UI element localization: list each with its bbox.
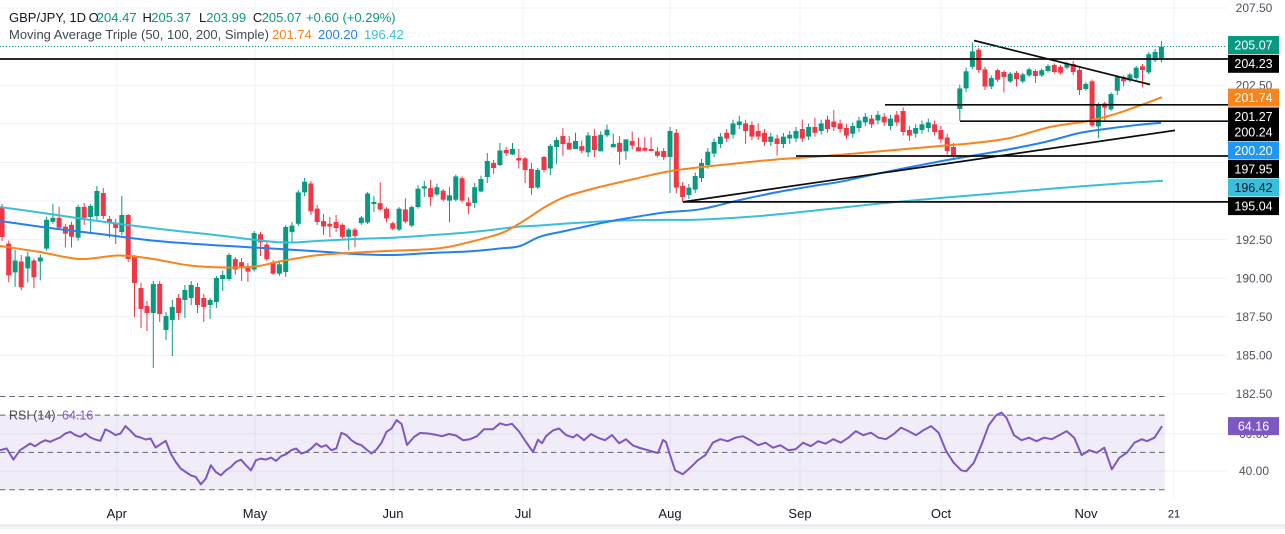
svg-text:205.37: 205.37: [151, 10, 191, 25]
svg-text:C: C: [253, 10, 262, 25]
svg-text:Apr: Apr: [107, 506, 128, 521]
svg-text:201.74: 201.74: [1234, 91, 1272, 105]
svg-text:205.07: 205.07: [262, 10, 302, 25]
svg-text:21: 21: [1168, 509, 1180, 521]
svg-text:185.00: 185.00: [1236, 349, 1273, 363]
svg-text:192.50: 192.50: [1236, 233, 1273, 247]
svg-text:Moving Average Triple (50, 100: Moving Average Triple (50, 100, 200, Sim…: [9, 27, 269, 42]
svg-text:200.20: 200.20: [318, 27, 358, 42]
svg-text:Jun: Jun: [383, 506, 404, 521]
svg-text:Oct: Oct: [931, 506, 952, 521]
svg-text:200.20: 200.20: [1234, 144, 1272, 158]
svg-text:+0.60 (+0.29%): +0.60 (+0.29%): [306, 10, 396, 25]
svg-text:GBP/JPY, 1D: GBP/JPY, 1D: [9, 10, 86, 25]
svg-text:64.16: 64.16: [62, 409, 93, 423]
svg-text:187.50: 187.50: [1236, 310, 1273, 324]
svg-text:205.07: 205.07: [1234, 38, 1272, 52]
svg-text:64.16: 64.16: [1238, 419, 1269, 433]
svg-text:Jul: Jul: [515, 506, 532, 521]
svg-text:197.95: 197.95: [1234, 162, 1272, 176]
svg-text:204.47: 204.47: [97, 10, 137, 25]
svg-text:L: L: [199, 10, 206, 25]
svg-text:207.50: 207.50: [1236, 1, 1273, 15]
svg-text:196.42: 196.42: [1234, 181, 1272, 195]
svg-text:201.27: 201.27: [1234, 110, 1272, 124]
svg-text:40.00: 40.00: [1239, 464, 1269, 478]
svg-text:201.74: 201.74: [272, 27, 312, 42]
svg-text:200.24: 200.24: [1234, 125, 1272, 139]
svg-text:190.00: 190.00: [1236, 271, 1273, 285]
svg-text:203.99: 203.99: [206, 10, 246, 25]
svg-text:196.42: 196.42: [364, 27, 404, 42]
svg-text:Nov: Nov: [1074, 506, 1098, 521]
svg-text:204.23: 204.23: [1234, 57, 1272, 71]
svg-text:May: May: [243, 506, 268, 521]
svg-text:Aug: Aug: [658, 506, 681, 521]
svg-text:182.50: 182.50: [1236, 387, 1273, 401]
svg-text:195.04: 195.04: [1234, 199, 1272, 213]
svg-text:O: O: [89, 10, 99, 25]
svg-text:RSI (14): RSI (14): [9, 409, 56, 423]
svg-text:Sep: Sep: [788, 506, 811, 521]
svg-text:H: H: [143, 10, 152, 25]
